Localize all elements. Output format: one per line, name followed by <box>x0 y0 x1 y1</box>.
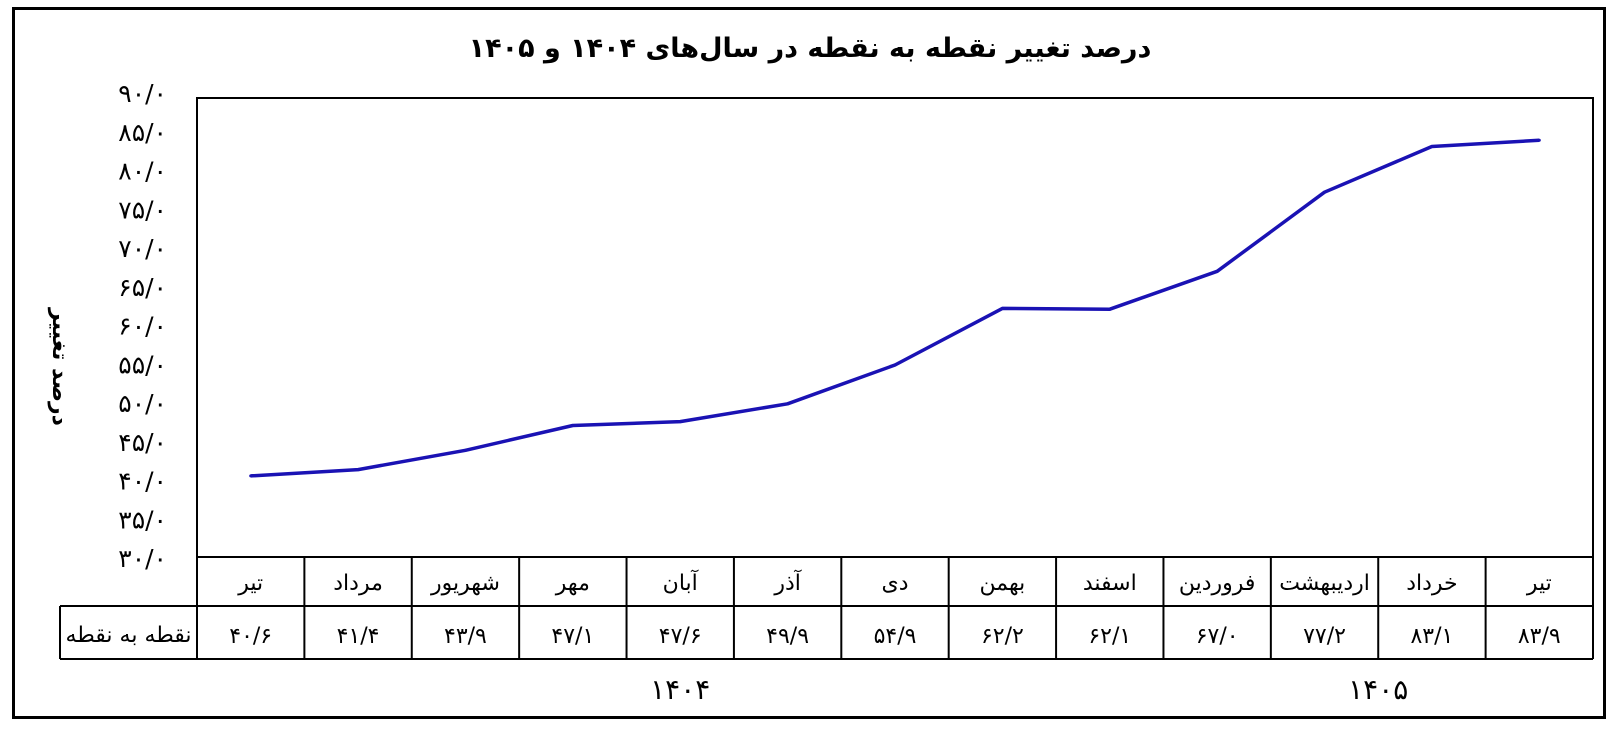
y-tick-label: ۷۰/۰ <box>118 234 167 263</box>
y-tick-label: ۹۰/۰ <box>118 79 167 108</box>
y-tick-label: ۳۵/۰ <box>118 505 167 534</box>
data-label: ۶۲/۲ <box>981 624 1024 649</box>
chart-frame <box>12 7 1606 719</box>
data-point <box>786 402 790 406</box>
data-point <box>571 423 575 427</box>
data-point <box>1537 138 1541 142</box>
data-label: ۸۳/۹ <box>1518 624 1561 649</box>
year-group-label: ۱۴۰۴ <box>650 673 710 706</box>
x-tick-label: خرداد <box>1406 571 1457 596</box>
y-tick-label: ۵۰/۰ <box>118 389 167 418</box>
y-tick-label: ۳۰/۰ <box>118 544 167 573</box>
x-tick-label: اردیبهشت <box>1279 571 1370 596</box>
x-tick-label: دی <box>881 571 908 596</box>
data-label: ۴۳/۹ <box>444 624 487 649</box>
data-point <box>893 363 897 367</box>
x-tick-label: تیر <box>1526 571 1552 596</box>
data-point <box>249 474 253 478</box>
data-point <box>356 468 360 472</box>
y-tick-label: ۴۰/۰ <box>118 467 167 496</box>
data-point <box>463 448 467 452</box>
y-tick-label: ۸۰/۰ <box>118 157 167 186</box>
data-label: ۴۹/۹ <box>766 624 809 649</box>
x-tick-label: فروردین <box>1179 571 1256 596</box>
x-tick-label: مهر <box>555 571 590 596</box>
data-label: ۸۳/۱ <box>1410 624 1453 649</box>
data-point <box>1000 306 1004 310</box>
plot-area <box>196 97 1594 558</box>
data-label: ۵۴/۹ <box>874 624 917 649</box>
series-group <box>249 138 1541 478</box>
y-axis: ۳۰/۰ ۳۵/۰ ۴۰/۰ ۴۵/۰ ۵۰/۰ ۵۵/۰ ۶۰/۰ ۶۵/۰ ۷۰/۰ ۷۵/۰… <box>118 79 167 573</box>
data-point <box>1323 190 1327 194</box>
chart-title: درصد تغییر نقطه به نقطه در سال‌های ۱۴۰۴ … <box>468 33 1152 64</box>
y-tick-label: ۴۵/۰ <box>118 428 167 457</box>
data-label: ۴۰/۶ <box>229 624 272 649</box>
data-point <box>1215 269 1219 273</box>
x-tick-label: آبان <box>663 569 699 596</box>
data-label: ۴۷/۱ <box>551 624 594 649</box>
data-label: ۷۷/۲ <box>1303 624 1346 649</box>
data-label: ۴۱/۴ <box>337 624 380 649</box>
x-tick-label: تیر <box>237 571 263 596</box>
data-point <box>1430 144 1434 148</box>
y-tick-label: ۵۵/۰ <box>118 350 167 379</box>
y-tick-label: ۸۵/۰ <box>118 118 167 147</box>
year-groups: ۱۴۰۴ ۱۴۰۵ <box>650 673 1408 706</box>
y-tick-label: ۷۵/۰ <box>118 195 167 224</box>
y-tick-label: ۶۵/۰ <box>118 273 167 302</box>
x-tick-label: آذر <box>773 569 801 596</box>
y-axis-label: درصد تغییر <box>47 307 72 426</box>
table-row-label: نقطه به نقطه <box>65 623 191 648</box>
year-group-label: ۱۴۰۵ <box>1348 673 1408 706</box>
series-line <box>250 138 1540 478</box>
data-point <box>678 420 682 424</box>
data-table: تیر مرداد شهریور مهر آبان آذر دی بهمن اسفند فرورد… <box>59 557 1594 660</box>
data-label: ۴۷/۶ <box>659 624 702 649</box>
data-label: ۶۷/۰ <box>1196 624 1239 649</box>
data-point <box>1108 307 1112 311</box>
x-tick-label: اسفند <box>1083 571 1137 596</box>
x-tick-label: شهریور <box>430 571 500 596</box>
y-tick-label: ۶۰/۰ <box>118 312 167 341</box>
data-label: ۶۲/۱ <box>1088 624 1131 649</box>
x-tick-label: مرداد <box>333 571 383 596</box>
x-tick-label: بهمن <box>980 571 1026 596</box>
